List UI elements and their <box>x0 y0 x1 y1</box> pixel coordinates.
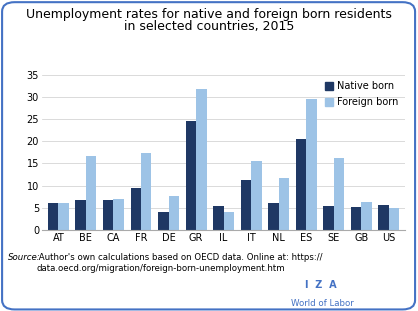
Bar <box>306 99 317 230</box>
Bar <box>378 205 389 230</box>
Bar <box>213 206 224 230</box>
Bar <box>113 199 124 230</box>
Bar <box>59 203 69 230</box>
Bar <box>86 156 96 230</box>
Bar <box>389 208 399 230</box>
Bar <box>158 212 168 230</box>
Bar <box>362 202 372 230</box>
Text: World of Labor: World of Labor <box>291 299 353 308</box>
Text: Source:: Source: <box>8 253 41 262</box>
Bar <box>186 121 196 230</box>
Bar <box>251 161 262 230</box>
Bar <box>334 158 344 230</box>
Bar <box>351 207 362 230</box>
Bar <box>268 203 279 230</box>
Bar <box>168 196 179 230</box>
Bar <box>103 200 113 230</box>
Bar <box>241 180 251 230</box>
Text: Unemployment rates for native and foreign born residents: Unemployment rates for native and foreig… <box>26 8 392 21</box>
Bar <box>224 212 234 230</box>
Bar <box>141 153 151 230</box>
Bar <box>296 139 306 230</box>
Text: I  Z  A: I Z A <box>305 280 337 290</box>
Bar <box>324 206 334 230</box>
Bar <box>279 178 289 230</box>
Text: in selected countries, 2015: in selected countries, 2015 <box>124 20 294 33</box>
Bar <box>48 203 59 230</box>
Bar <box>75 200 86 230</box>
Bar <box>130 188 141 230</box>
Text: Author's own calculations based on OECD data. Online at: https://
data.oecd.org/: Author's own calculations based on OECD … <box>36 253 323 273</box>
Bar <box>196 89 206 230</box>
Legend: Native born, Foreign born: Native born, Foreign born <box>323 80 400 109</box>
